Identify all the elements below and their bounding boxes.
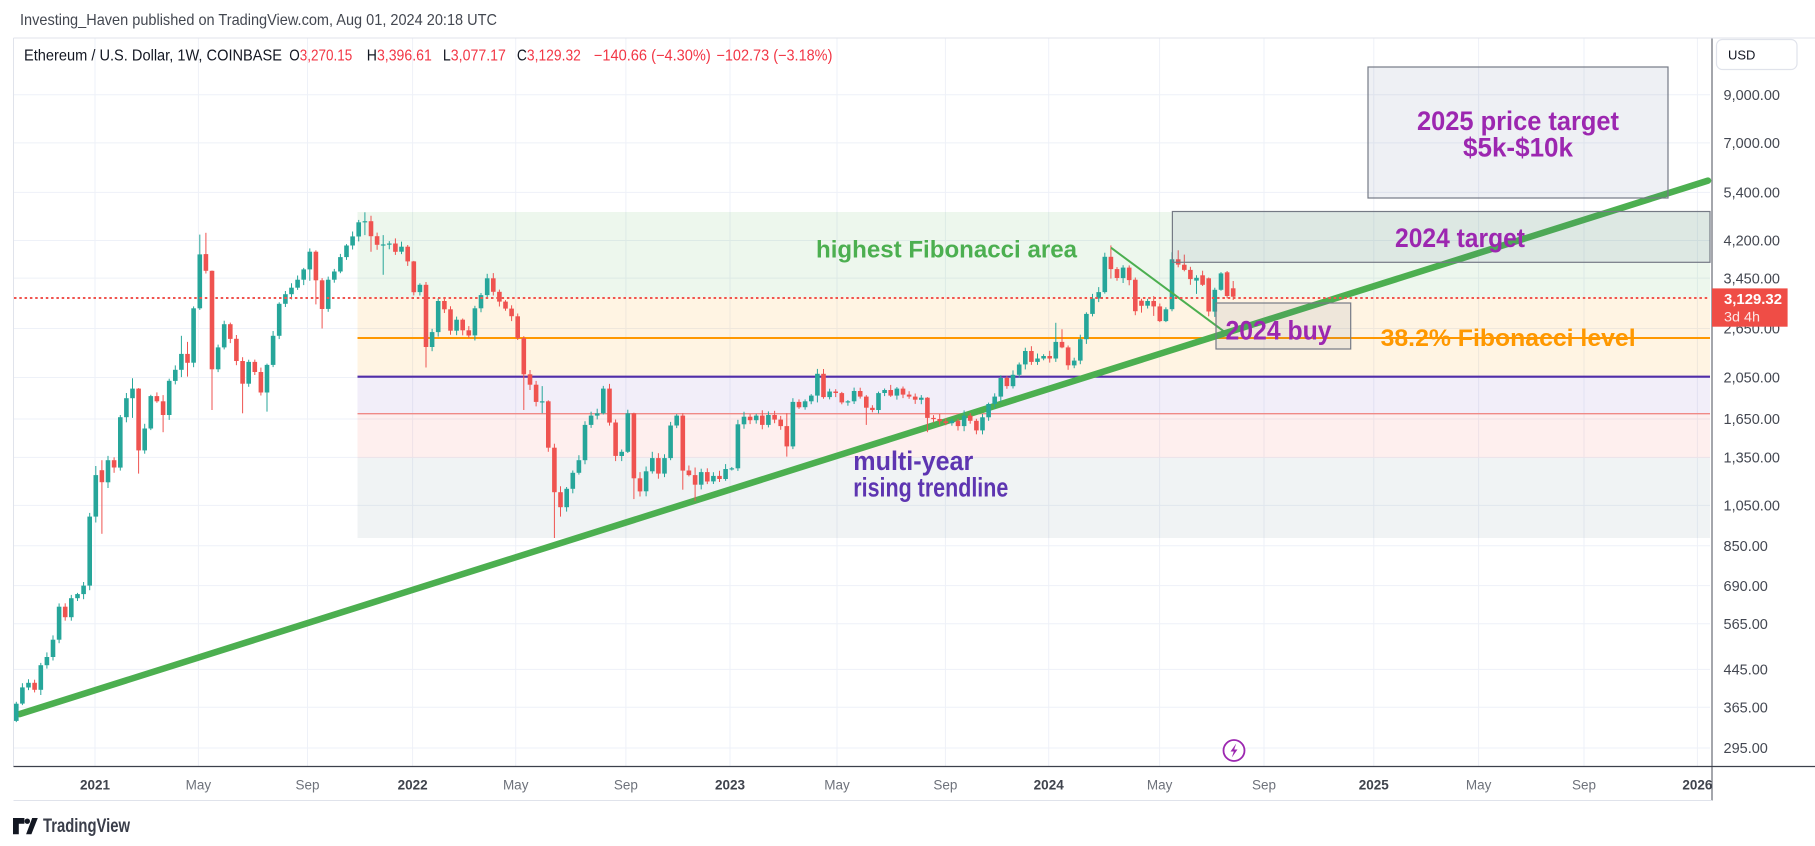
svg-text:C3,129.32: C3,129.32: [517, 48, 581, 65]
svg-text:7,000.00: 7,000.00: [1724, 136, 1780, 152]
svg-text:445.00: 445.00: [1724, 663, 1768, 679]
svg-text:2024 buy: 2024 buy: [1226, 316, 1332, 346]
svg-text:highest Fibonacci area: highest Fibonacci area: [816, 237, 1078, 264]
svg-text:Sep: Sep: [1572, 778, 1596, 793]
svg-text:1,650.00: 1,650.00: [1724, 412, 1780, 428]
svg-text:2024 target: 2024 target: [1395, 223, 1525, 253]
svg-text:2024: 2024: [1034, 778, 1065, 793]
svg-text:multi-year: multi-year: [853, 446, 973, 476]
svg-text:Ethereum / U.S. Dollar, 1W, CO: Ethereum / U.S. Dollar, 1W, COINBASE: [24, 48, 282, 65]
svg-text:3,450.00: 3,450.00: [1724, 271, 1780, 287]
svg-text:$5k-$10k: $5k-$10k: [1463, 132, 1574, 162]
svg-text:TradingView: TradingView: [43, 816, 130, 837]
svg-text:1,050.00: 1,050.00: [1724, 499, 1780, 515]
svg-text:rising trendline: rising trendline: [853, 473, 1008, 503]
svg-text:3,129.32: 3,129.32: [1724, 291, 1782, 308]
svg-text:Investing_Haven published on T: Investing_Haven published on TradingView…: [20, 12, 497, 29]
svg-text:H3,396.61: H3,396.61: [367, 48, 432, 65]
svg-text:2026: 2026: [1682, 778, 1713, 793]
svg-text:May: May: [1147, 778, 1173, 793]
svg-text:2025: 2025: [1359, 778, 1390, 793]
svg-text:365.00: 365.00: [1724, 701, 1768, 717]
svg-text:5,400.00: 5,400.00: [1724, 186, 1780, 202]
svg-text:2025 price target: 2025 price target: [1417, 106, 1619, 136]
svg-text:2023: 2023: [715, 778, 746, 793]
svg-text:690.00: 690.00: [1724, 579, 1768, 595]
svg-text:−140.66 (−4.30%): −140.66 (−4.30%): [594, 48, 711, 65]
svg-text:2021: 2021: [80, 778, 111, 793]
svg-text:565.00: 565.00: [1724, 617, 1768, 633]
svg-text:L3,077.17: L3,077.17: [443, 48, 506, 65]
svg-text:9,000.00: 9,000.00: [1724, 88, 1780, 104]
svg-text:May: May: [1466, 778, 1492, 793]
svg-text:1,350.00: 1,350.00: [1724, 451, 1780, 467]
svg-text:2,050.00: 2,050.00: [1724, 371, 1780, 387]
svg-text:Sep: Sep: [1252, 778, 1276, 793]
svg-text:850.00: 850.00: [1724, 539, 1768, 555]
svg-text:Sep: Sep: [933, 778, 957, 793]
svg-text:Sep: Sep: [614, 778, 638, 793]
svg-text:3d 4h: 3d 4h: [1724, 309, 1760, 325]
svg-text:May: May: [503, 778, 529, 793]
svg-text:−102.73 (−3.18%): −102.73 (−3.18%): [716, 48, 832, 65]
svg-text:May: May: [186, 778, 212, 793]
svg-text:4,200.00: 4,200.00: [1724, 234, 1780, 250]
svg-text:USD: USD: [1728, 48, 1755, 63]
svg-text:Sep: Sep: [295, 778, 319, 793]
svg-text:2022: 2022: [398, 778, 428, 793]
svg-text:May: May: [824, 778, 850, 793]
svg-text:295.00: 295.00: [1724, 741, 1768, 757]
svg-text:38.2% Fibonacci level: 38.2% Fibonacci level: [1381, 325, 1636, 352]
svg-text:O3,270.15: O3,270.15: [289, 48, 352, 65]
